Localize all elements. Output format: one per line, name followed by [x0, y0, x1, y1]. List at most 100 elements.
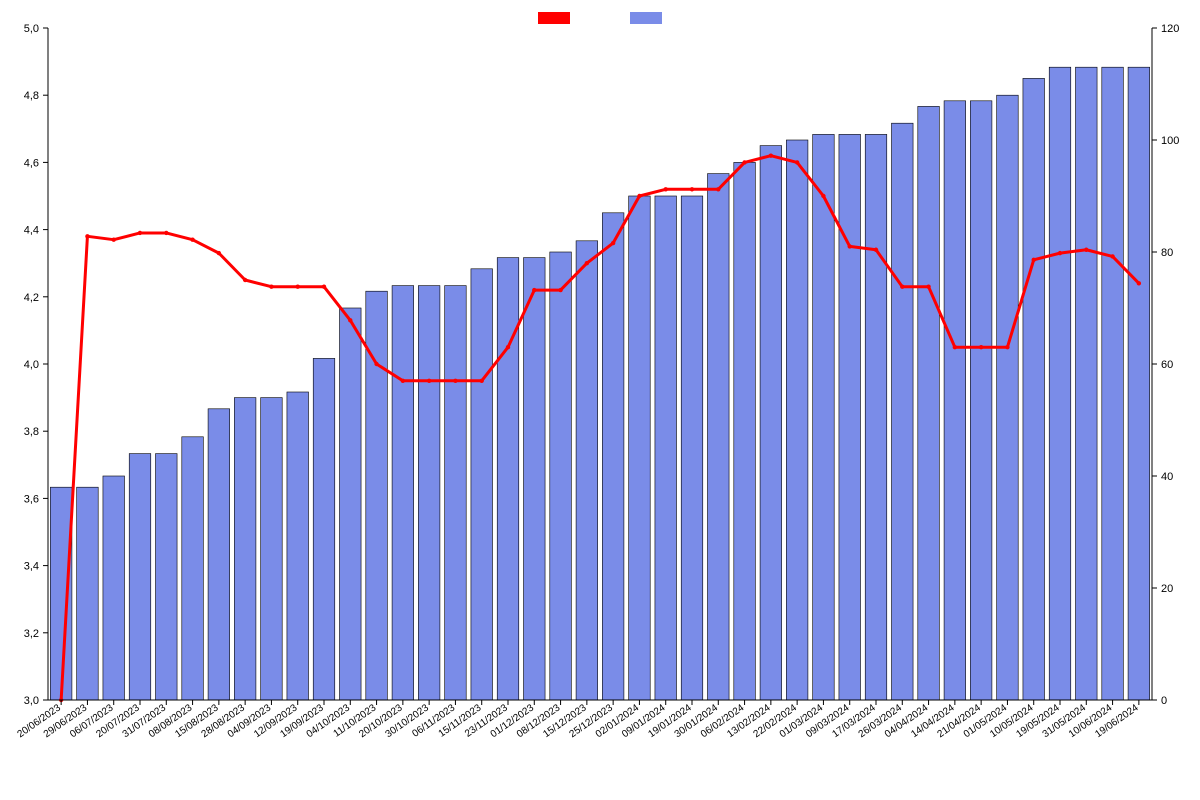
- line-marker: [769, 153, 773, 157]
- y-right-tick-label: 60: [1161, 359, 1173, 371]
- bar: [813, 134, 835, 700]
- line-marker: [848, 244, 852, 248]
- bar: [839, 134, 861, 700]
- line-marker: [1032, 258, 1036, 262]
- y-left-tick-label: 3,6: [24, 493, 39, 505]
- y-right-tick-label: 120: [1161, 23, 1179, 35]
- line-marker: [1110, 254, 1114, 258]
- line-marker: [85, 234, 89, 238]
- bar: [524, 258, 546, 700]
- line-marker: [1084, 248, 1088, 252]
- line-marker: [427, 379, 431, 383]
- line-marker: [243, 278, 247, 282]
- line-marker: [138, 231, 142, 235]
- legend-swatch: [538, 12, 570, 24]
- line-marker: [532, 288, 536, 292]
- bar: [471, 269, 493, 700]
- legend-swatch: [630, 12, 662, 24]
- bar: [708, 174, 730, 700]
- line-marker: [506, 345, 510, 349]
- y-right-tick-label: 40: [1161, 471, 1173, 483]
- bar: [418, 286, 440, 700]
- bar: [1049, 67, 1071, 700]
- line-marker: [322, 285, 326, 289]
- bar: [681, 196, 703, 700]
- line-marker: [900, 285, 904, 289]
- y-right-tick-label: 20: [1161, 583, 1173, 595]
- bar: [892, 123, 914, 700]
- line-marker: [926, 285, 930, 289]
- bar: [1128, 67, 1150, 700]
- line-marker: [1058, 251, 1062, 255]
- bar: [156, 454, 178, 700]
- bar: [208, 409, 230, 700]
- line-marker: [164, 231, 168, 235]
- bar: [734, 162, 756, 700]
- line-marker: [742, 160, 746, 164]
- line-marker: [348, 318, 352, 322]
- line-marker: [637, 194, 641, 198]
- bar: [760, 146, 782, 700]
- bar: [50, 487, 72, 700]
- bar: [655, 196, 677, 700]
- line-marker: [480, 379, 484, 383]
- y-left-tick-label: 4,8: [24, 90, 39, 102]
- line-marker: [112, 237, 116, 241]
- bar: [865, 134, 887, 700]
- bar: [997, 95, 1019, 700]
- bar: [1102, 67, 1124, 700]
- line-marker: [979, 345, 983, 349]
- y-left-tick-label: 4,6: [24, 157, 39, 169]
- bar: [602, 213, 624, 700]
- bar: [313, 358, 335, 700]
- bar: [129, 454, 151, 700]
- bar: [629, 196, 651, 700]
- bar: [340, 308, 362, 700]
- bar: [77, 487, 99, 700]
- bar: [497, 258, 519, 700]
- y-left-tick-label: 3,4: [24, 561, 39, 573]
- combo-chart: 3,0 3,2 3,4 3,6 3,8 4,0 4,2 4,4 4,6 4,8 5,0 0 20 40 60…: [0, 0, 1200, 800]
- line-marker: [374, 362, 378, 366]
- line-marker: [611, 241, 615, 245]
- bar: [944, 101, 966, 700]
- line-marker: [821, 194, 825, 198]
- line-marker: [1137, 281, 1141, 285]
- y-left-tick-label: 5,0: [24, 23, 39, 35]
- y-left-tick-label: 3,0: [24, 695, 39, 707]
- y-left-tick-label: 3,8: [24, 426, 39, 438]
- bar: [970, 101, 992, 700]
- bar: [287, 392, 309, 700]
- line-marker: [664, 187, 668, 191]
- line-marker: [296, 285, 300, 289]
- line-marker: [217, 251, 221, 255]
- y-left-tick-label: 3,2: [24, 628, 39, 640]
- y-right-tick-label: 80: [1161, 247, 1173, 259]
- bar: [1076, 67, 1098, 700]
- line-marker: [269, 285, 273, 289]
- bar: [182, 437, 204, 700]
- bar: [918, 106, 940, 700]
- bar: [261, 398, 283, 700]
- y-left-tick-label: 4,2: [24, 292, 39, 304]
- line-marker: [558, 288, 562, 292]
- chart-bg: [0, 0, 1200, 800]
- line-marker: [795, 160, 799, 164]
- line-marker: [401, 379, 405, 383]
- y-left-tick-label: 4,4: [24, 225, 39, 237]
- bar: [576, 241, 598, 700]
- line-marker: [585, 261, 589, 265]
- chart-container: 3,0 3,2 3,4 3,6 3,8 4,0 4,2 4,4 4,6 4,8 5,0 0 20 40 60…: [0, 0, 1200, 800]
- y-left-tick-label: 4,0: [24, 359, 39, 371]
- bar: [1023, 78, 1045, 700]
- line-marker: [453, 379, 457, 383]
- line-marker: [716, 187, 720, 191]
- line-marker: [953, 345, 957, 349]
- y-right-tick-label: 100: [1161, 135, 1179, 147]
- bar: [550, 252, 572, 700]
- line-marker: [1005, 345, 1009, 349]
- line-marker: [690, 187, 694, 191]
- bar: [103, 476, 125, 700]
- y-right-tick-label: 0: [1161, 695, 1167, 707]
- bar: [786, 140, 808, 700]
